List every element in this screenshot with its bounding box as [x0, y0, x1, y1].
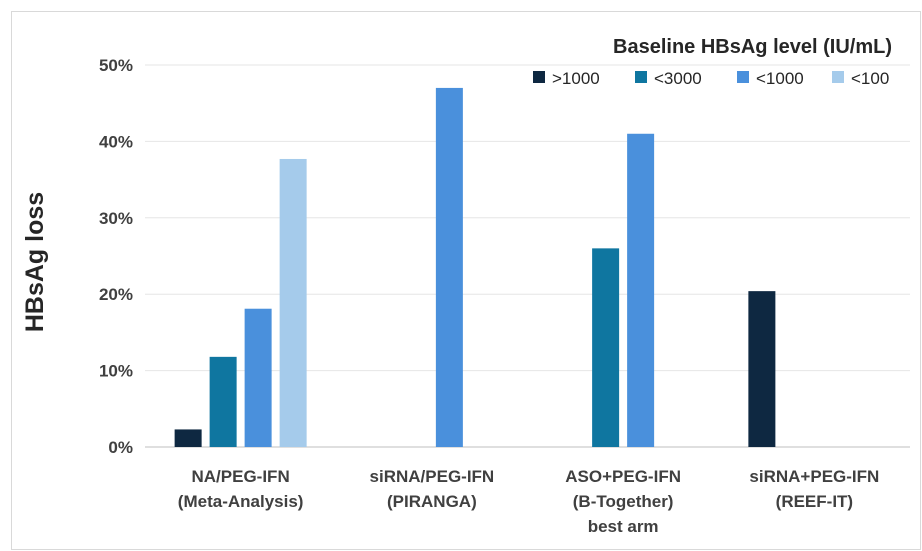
category-label: siRNA+PEG-IFN (REEF-IT)	[749, 467, 879, 511]
legend-swatch	[533, 71, 545, 83]
y-axis-title: HBsAg loss	[21, 192, 49, 332]
legend: >1000 <3000 <1000 <100	[533, 69, 889, 88]
legend-label: <1000	[756, 69, 804, 88]
bar	[627, 133, 655, 447]
legend-swatch	[737, 71, 749, 83]
legend-label: <100	[851, 69, 889, 88]
y-tick-label: 20%	[99, 285, 133, 304]
bar	[209, 356, 237, 447]
bars	[174, 87, 776, 448]
legend-title: Baseline HBsAg level (IU/mL)	[613, 36, 892, 58]
legend-swatch	[635, 71, 647, 83]
bar	[748, 291, 776, 447]
bar	[244, 308, 272, 447]
y-tick-label: 0%	[108, 438, 133, 457]
bar	[435, 87, 463, 448]
bar	[592, 248, 620, 447]
category-label: NA/PEG-IFN (Meta-Analysis)	[178, 467, 304, 511]
y-tick-label: 40%	[99, 132, 133, 151]
legend-label: <3000	[654, 69, 702, 88]
bar	[279, 158, 307, 448]
category-label: ASO+PEG-IFN (B-Together) best arm	[565, 467, 681, 536]
y-tick-label: 10%	[99, 362, 133, 381]
y-axis-ticks: 0% 10% 20% 30% 40% 50%	[99, 56, 133, 457]
chart-frame	[11, 11, 921, 550]
y-tick-label: 50%	[99, 56, 133, 75]
gridlines	[145, 64, 910, 448]
y-tick-label: 30%	[99, 209, 133, 228]
bar	[174, 429, 202, 447]
legend-swatch	[832, 71, 844, 83]
legend-label: >1000	[552, 69, 600, 88]
x-axis-categories: NA/PEG-IFN (Meta-Analysis) siRNA/PEG-IFN (P…	[178, 467, 880, 536]
category-label: siRNA/PEG-IFN (PIRANGA)	[370, 467, 495, 511]
